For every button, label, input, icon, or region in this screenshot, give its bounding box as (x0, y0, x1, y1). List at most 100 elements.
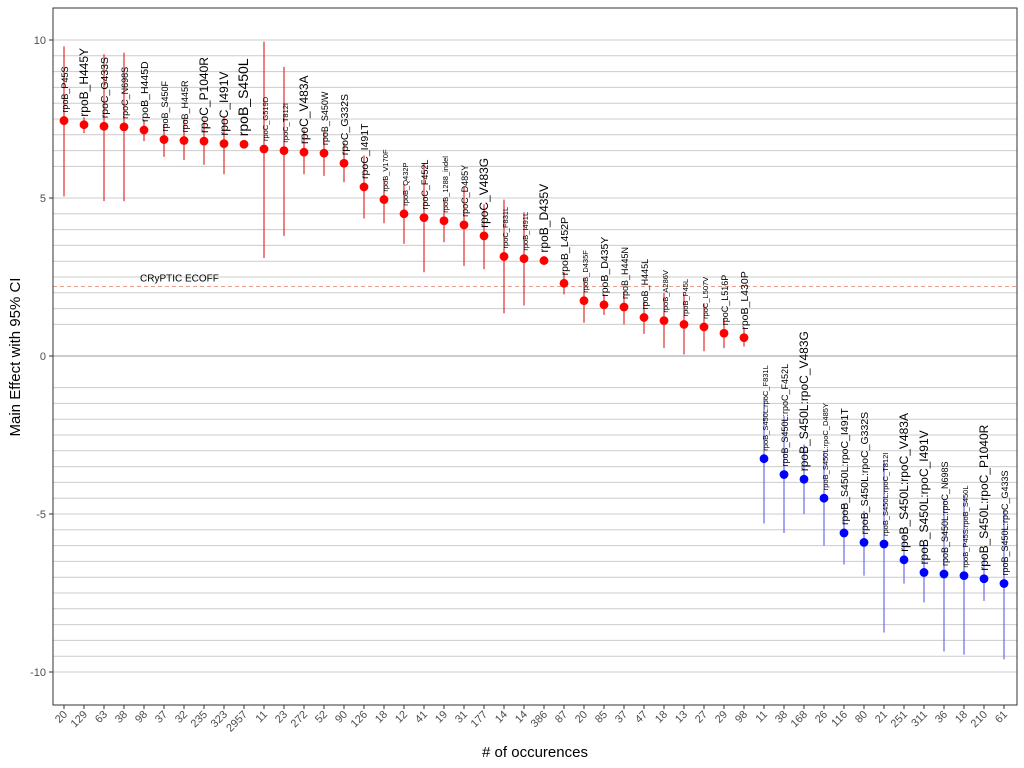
x-axis-title: # of occurences (482, 744, 588, 761)
point-label: rpoB_P45S (60, 67, 70, 113)
data-point (959, 571, 969, 581)
point-label: rpoC_G433S (99, 57, 111, 118)
data-point (339, 158, 349, 168)
data-point (299, 147, 309, 157)
data-point (539, 256, 549, 265)
data-point (639, 313, 649, 322)
point-label: rpoB_H445D (139, 61, 151, 122)
point-label: rpoC_L507V (701, 277, 710, 319)
y-tick-label: -5 (36, 509, 46, 521)
data-point (819, 493, 829, 503)
data-point (219, 139, 229, 149)
data-point (759, 454, 769, 464)
data-point (799, 474, 809, 484)
point-label: rpoC_D485Y (460, 165, 470, 217)
y-tick-label: 5 (40, 193, 46, 205)
point-label: rpoC_N698S (120, 67, 130, 119)
point-label: rpoC_L516P (720, 275, 730, 326)
data-point (899, 555, 909, 565)
data-point (59, 116, 69, 125)
y-tick-label: -10 (30, 667, 46, 679)
point-label: rpoB_Q432P (401, 162, 410, 205)
point-label: rpoB_P45S:rpoB_S450L (961, 485, 970, 567)
point-label: rpoB_S450L:rpoC_F452L (780, 364, 790, 467)
reference-lines: CRyPTIC ECOFF (53, 273, 1017, 357)
point-label: rpoC_F452L (420, 160, 430, 210)
point-label: rpoB_S450L:rpoC_G332S (859, 412, 871, 535)
point-label: rpoB_S450W (320, 91, 330, 145)
data-point (919, 568, 929, 577)
point-label: rpoB_S450L:rpoC_V483G (797, 331, 811, 471)
gridlines (53, 39, 1017, 673)
data-point (399, 209, 409, 219)
point-label: rpoB_S450L (235, 58, 251, 136)
data-point (419, 213, 429, 222)
data-point (699, 322, 709, 332)
data-point (999, 579, 1009, 588)
data-point (459, 220, 469, 230)
point-label: rpoB_H445N (620, 247, 630, 299)
data-point (739, 333, 749, 343)
data-point (159, 135, 169, 144)
data-point (559, 278, 569, 288)
data-point (239, 139, 249, 149)
point-label: rpoB_S450F (160, 81, 170, 132)
point-label: rpoB_L430P (739, 271, 751, 329)
data-point (279, 146, 289, 156)
point-label: rpoB_S450L:rpoC_G433S (1000, 470, 1010, 575)
data-point (359, 182, 369, 192)
point-label: rpoB_1288_indel (441, 156, 450, 213)
point-label: rpoC_V483G (477, 158, 491, 228)
point-label: rpoB_P45L (681, 279, 690, 317)
data-point (719, 328, 729, 338)
point-label: rpoB_S450L:rpoC_D485Y (821, 403, 830, 490)
y-tick-label: 0 (40, 351, 46, 363)
point-label: rpoB_I491L (521, 212, 530, 251)
data-point (499, 252, 509, 261)
data-point (879, 539, 889, 549)
data-point (859, 538, 869, 547)
point-label: rpoB_S450L:rpoC_I491V (917, 430, 931, 564)
point-label: rpoC_V483A (297, 75, 311, 144)
data-points (59, 116, 1009, 588)
ecoff-label: CRyPTIC ECOFF (140, 273, 219, 284)
point-label: rpoC_T812I (281, 103, 290, 143)
data-point (619, 302, 629, 312)
data-point (319, 148, 329, 158)
point-label: rpoB_S450L:rpoC_T812I (881, 453, 890, 536)
data-point (199, 136, 209, 146)
point-label: rpoB_A286V (661, 270, 670, 313)
point-label: rpoB_S450L:rpoC_F831L (761, 365, 770, 450)
data-point (679, 320, 689, 329)
data-point (79, 120, 89, 130)
point-label: rpoC_G519D (261, 96, 270, 141)
point-label: rpoC_I491T (359, 123, 371, 179)
data-point (139, 125, 149, 135)
point-label: rpoC_P1040R (197, 57, 211, 133)
data-point (659, 316, 669, 326)
data-point (99, 121, 109, 131)
point-label: rpoB_H445R (180, 80, 190, 133)
data-point (779, 470, 789, 479)
point-label: rpoC_G332S (339, 94, 351, 155)
y-axis-ticks: -10 -5 0 5 10 (30, 35, 53, 679)
point-label: rpoC_F831L (501, 207, 510, 249)
data-point (179, 136, 189, 145)
point-label: rpoB_D435F (581, 250, 590, 293)
data-point (519, 254, 529, 264)
data-point (979, 574, 989, 584)
point-label: rpoB_S450L:rpoC_I491T (839, 408, 851, 525)
data-point (119, 122, 129, 132)
data-point (579, 296, 589, 306)
point-label: rpoB_S450L:rpoC_P1040R (977, 424, 991, 570)
point-label: rpoC_I491V (217, 72, 231, 136)
point-labels: rpoB_P45S rpoB_H445Y rpoC_G433S rpoC_N698S r… (60, 48, 1010, 576)
data-point (259, 144, 269, 154)
point-label: rpoB_H445Y (77, 48, 91, 117)
point-label: rpoB_D435Y (599, 237, 611, 297)
y-axis-title: Main Effect with 95% CI (7, 278, 24, 437)
data-point (479, 231, 489, 241)
point-label: rpoB_L452P (559, 217, 571, 275)
